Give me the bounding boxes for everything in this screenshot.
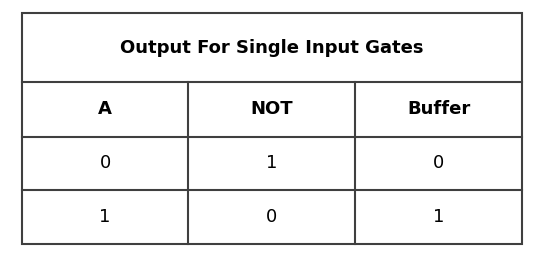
Text: NOT: NOT	[250, 100, 293, 118]
Text: 0: 0	[266, 208, 277, 226]
Text: 1: 1	[100, 208, 111, 226]
Text: Output For Single Input Gates: Output For Single Input Gates	[120, 39, 424, 57]
Text: 0: 0	[433, 154, 444, 172]
Text: 0: 0	[100, 154, 111, 172]
Text: 1: 1	[266, 154, 277, 172]
Bar	[22, 13, 522, 244]
Text: A: A	[98, 100, 112, 118]
Text: Buffer: Buffer	[407, 100, 470, 118]
Text: 1: 1	[433, 208, 444, 226]
